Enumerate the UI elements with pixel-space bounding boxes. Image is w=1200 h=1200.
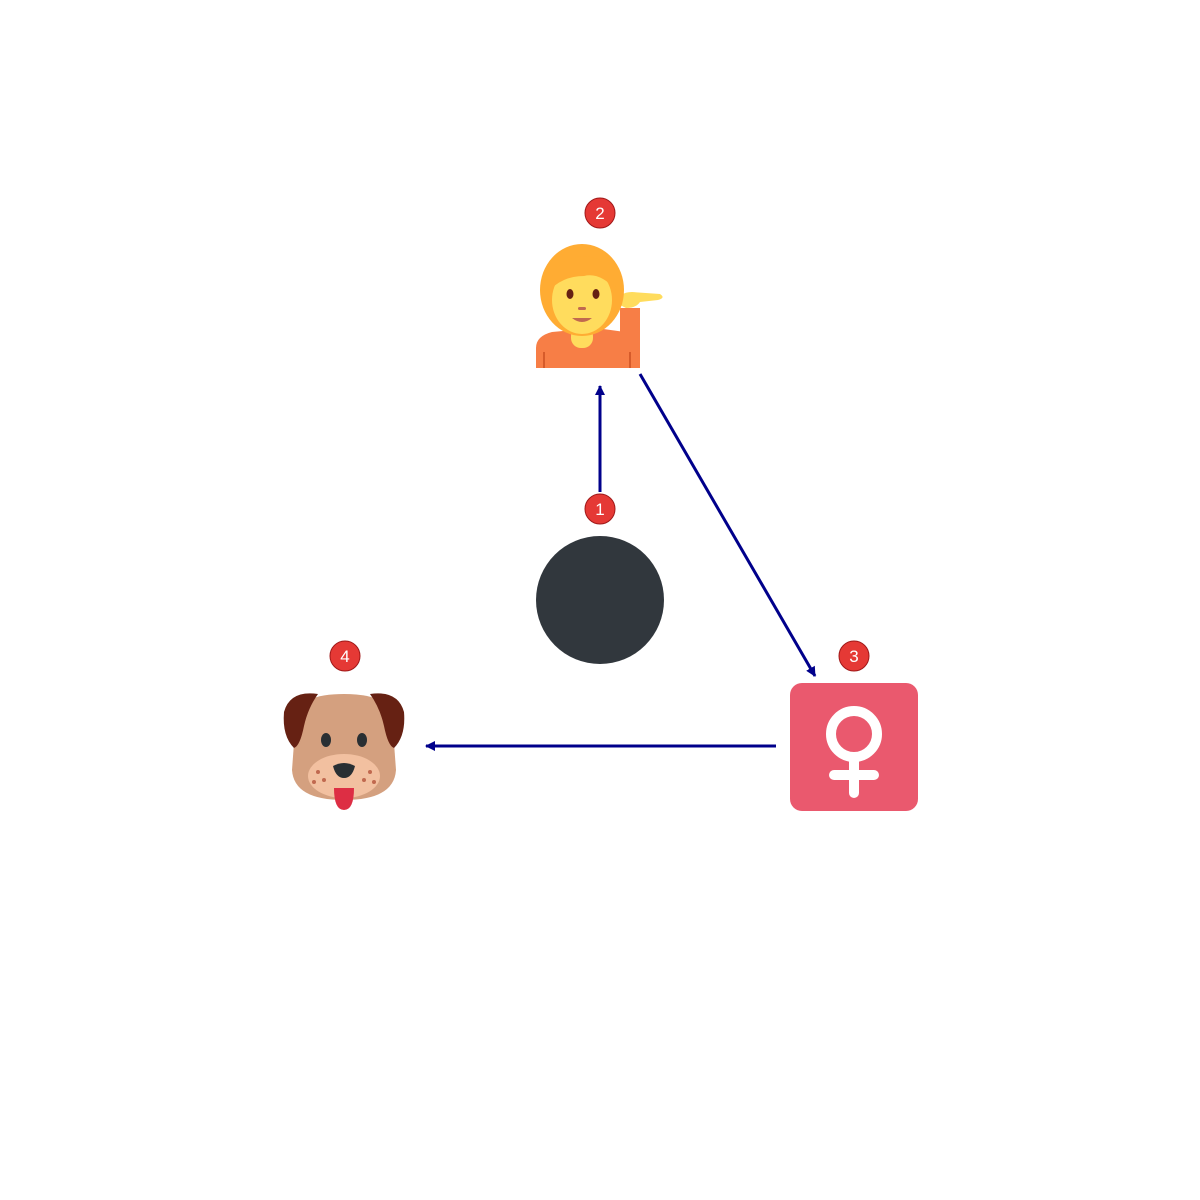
node-1-badge-label: 1 [595,500,604,519]
node-1[interactable] [536,536,664,664]
node-3-badge: 3 [838,640,870,672]
node-1-badge: 1 [584,493,616,525]
node-2-badge-label: 2 [595,204,604,223]
node-3[interactable] [790,683,918,811]
node-4-badge-label: 4 [340,647,349,666]
dog-face-icon [283,693,405,810]
female-sign-icon [790,683,918,811]
node-3-badge-label: 3 [849,647,858,666]
node-4-badge: 4 [329,640,361,672]
node-2[interactable] [536,244,663,368]
node-2-badge: 2 [584,197,616,229]
edge-n2-n3 [638,373,817,677]
black-circle-icon [536,536,664,664]
person-tipping-hand-icon [536,244,663,368]
node-4[interactable] [283,693,405,810]
